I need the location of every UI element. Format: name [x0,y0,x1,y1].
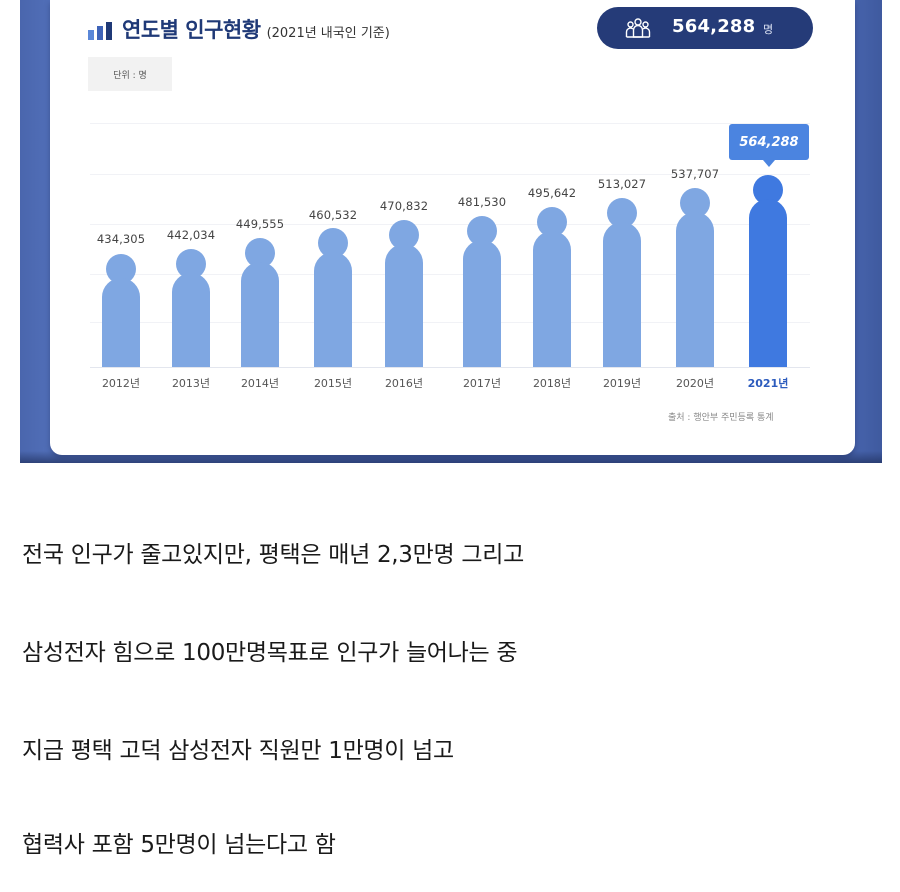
value-label-2012: 434,305 [96,232,146,246]
bar-2021 [749,175,787,367]
value-label-2019: 513,027 [597,177,647,191]
caption-line-1: 전국 인구가 줄고있지만, 평택은 매년 2,3만명 그리고 [22,542,524,568]
people-group-icon [625,18,651,38]
gridline [90,224,810,225]
year-label-2018: 2018년 [532,377,572,390]
caption-line-3: 지금 평택 고덕 삼성전자 직원만 1만명이 넘고 [22,738,454,764]
bar-2012 [102,254,140,367]
year-label-2012: 2012년 [101,377,141,390]
bar-2020 [676,188,714,367]
bar-2017 [463,216,501,367]
unit-label: 단위 : 명 [88,57,172,91]
year-label-2020: 2020년 [675,377,715,390]
total-population-badge: 564,288 명 [597,7,813,49]
chart-header: 연도별 인구현황 (2021년 내국인 기준) [88,14,390,44]
value-label-2017: 481,530 [457,195,507,209]
year-label-2013: 2013년 [171,377,211,390]
gridline [90,123,810,124]
caption-line-4: 협력사 포함 5만명이 넘는다고 함 [22,832,336,858]
caption-line-2: 삼성전자 힘으로 100만명목표로 인구가 늘어나는 중 [22,640,518,666]
year-label-2019: 2019년 [602,377,642,390]
bar-2016 [385,220,423,367]
value-label-2013: 442,034 [166,228,216,242]
bar-2013 [172,249,210,367]
chart-subtitle: (2021년 내국인 기준) [266,26,390,41]
bar-2014 [241,238,279,367]
year-label-2016: 2016년 [384,377,424,390]
year-label-2021: 2021년 [747,377,789,390]
value-label-2020: 537,707 [670,167,720,181]
value-label-2015: 460,532 [308,208,358,222]
bar-chart-icon [88,22,112,40]
bar-2015 [314,228,352,367]
gridline [90,322,810,323]
value-label-2018: 495,642 [527,186,577,200]
x-axis-baseline [90,367,810,368]
year-label-2014: 2014년 [240,377,280,390]
bar-2019 [603,198,641,367]
total-population-unit: 명 [763,23,774,36]
highlight-tooltip: 564,288 [729,124,809,167]
gridline [90,274,810,275]
gridline [90,174,810,175]
year-label-2017: 2017년 [462,377,502,390]
chart-card [50,0,855,455]
value-label-2016: 470,832 [379,199,429,213]
bar-2018 [533,207,571,367]
value-label-2014: 449,555 [235,217,285,231]
total-population-value: 564,288 [672,16,756,37]
year-label-2015: 2015년 [313,377,353,390]
source-note: 출처 : 행안부 주민등록 통계 [668,413,774,423]
chart-title: 연도별 인구현황 [122,18,261,42]
